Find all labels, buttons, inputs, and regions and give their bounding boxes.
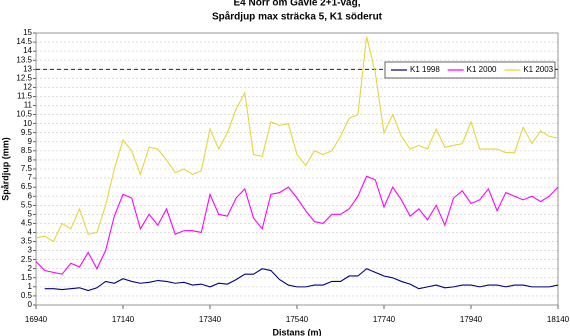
data-line [44, 268, 559, 292]
y-tick-label: 11.5 [17, 92, 33, 101]
y-tick-label: 14.5 [16, 37, 32, 46]
data-line [35, 175, 559, 275]
y-tick-label: 6.5 [21, 182, 33, 191]
y-tick-label: 7.5 [21, 164, 33, 173]
x-tick-label: 17940 [460, 315, 483, 324]
y-tick-label: 10.5 [16, 110, 32, 119]
legend-label: K1 2000 [467, 65, 497, 74]
y-tick-label: 6 [28, 191, 33, 200]
x-tick-label: 17340 [199, 315, 222, 324]
y-tick-label: 15 [23, 28, 32, 37]
y-tick-label: 9 [28, 137, 33, 146]
y-tick-label: 11 [24, 101, 33, 110]
y-tick-label: 1.5 [21, 273, 33, 282]
y-tick-label: 0 [28, 300, 33, 309]
y-tick-label: 14 [23, 46, 32, 55]
y-tick-label: 3.5 [21, 237, 33, 246]
y-tick-label: 5.5 [21, 200, 33, 209]
x-axis-label: Distans (m) [272, 327, 321, 336]
y-axis-label: Spårdjup (mm) [0, 137, 10, 201]
y-tick-label: 4.5 [21, 219, 33, 228]
y-tick-label: 7 [28, 173, 33, 182]
chart-subtitle: Spårdjup max sträcka 5, K1 söderut [212, 11, 383, 23]
y-tick-label: 5 [28, 209, 33, 218]
y-tick-label: 13 [23, 64, 32, 73]
y-tick-label: 1 [28, 282, 33, 291]
y-tick-label: 8 [28, 155, 33, 164]
plot-frame [35, 32, 559, 306]
x-tick-label: 17540 [286, 315, 309, 324]
y-tick-label: 12 [23, 83, 32, 92]
x-tick-label: 17740 [373, 315, 396, 324]
x-tick-label: 16940 [25, 315, 48, 324]
y-tick-label: 9.5 [21, 128, 33, 137]
y-tick-label: 2 [28, 264, 33, 273]
y-tick-label: 2.5 [21, 255, 33, 264]
x-tick-label: 17140 [112, 315, 135, 324]
data-line [35, 36, 559, 243]
y-tick-label: 10 [23, 119, 32, 128]
legend-label: K1 1998 [410, 65, 440, 74]
legend-label: K1 2003 [523, 65, 553, 74]
y-tick-label: 0.5 [21, 291, 33, 300]
y-tick-label: 4 [28, 228, 33, 237]
chart-title: E4 Norr om Gävle 2+1-väg, [233, 0, 360, 9]
y-tick-label: 8.5 [21, 146, 33, 155]
x-tick-label: 18140 [547, 315, 570, 324]
y-tick-label: 13.5 [16, 55, 32, 64]
y-tick-label: 12.5 [16, 73, 32, 82]
y-tick-label: 3 [28, 246, 33, 255]
legend-box [384, 61, 556, 79]
